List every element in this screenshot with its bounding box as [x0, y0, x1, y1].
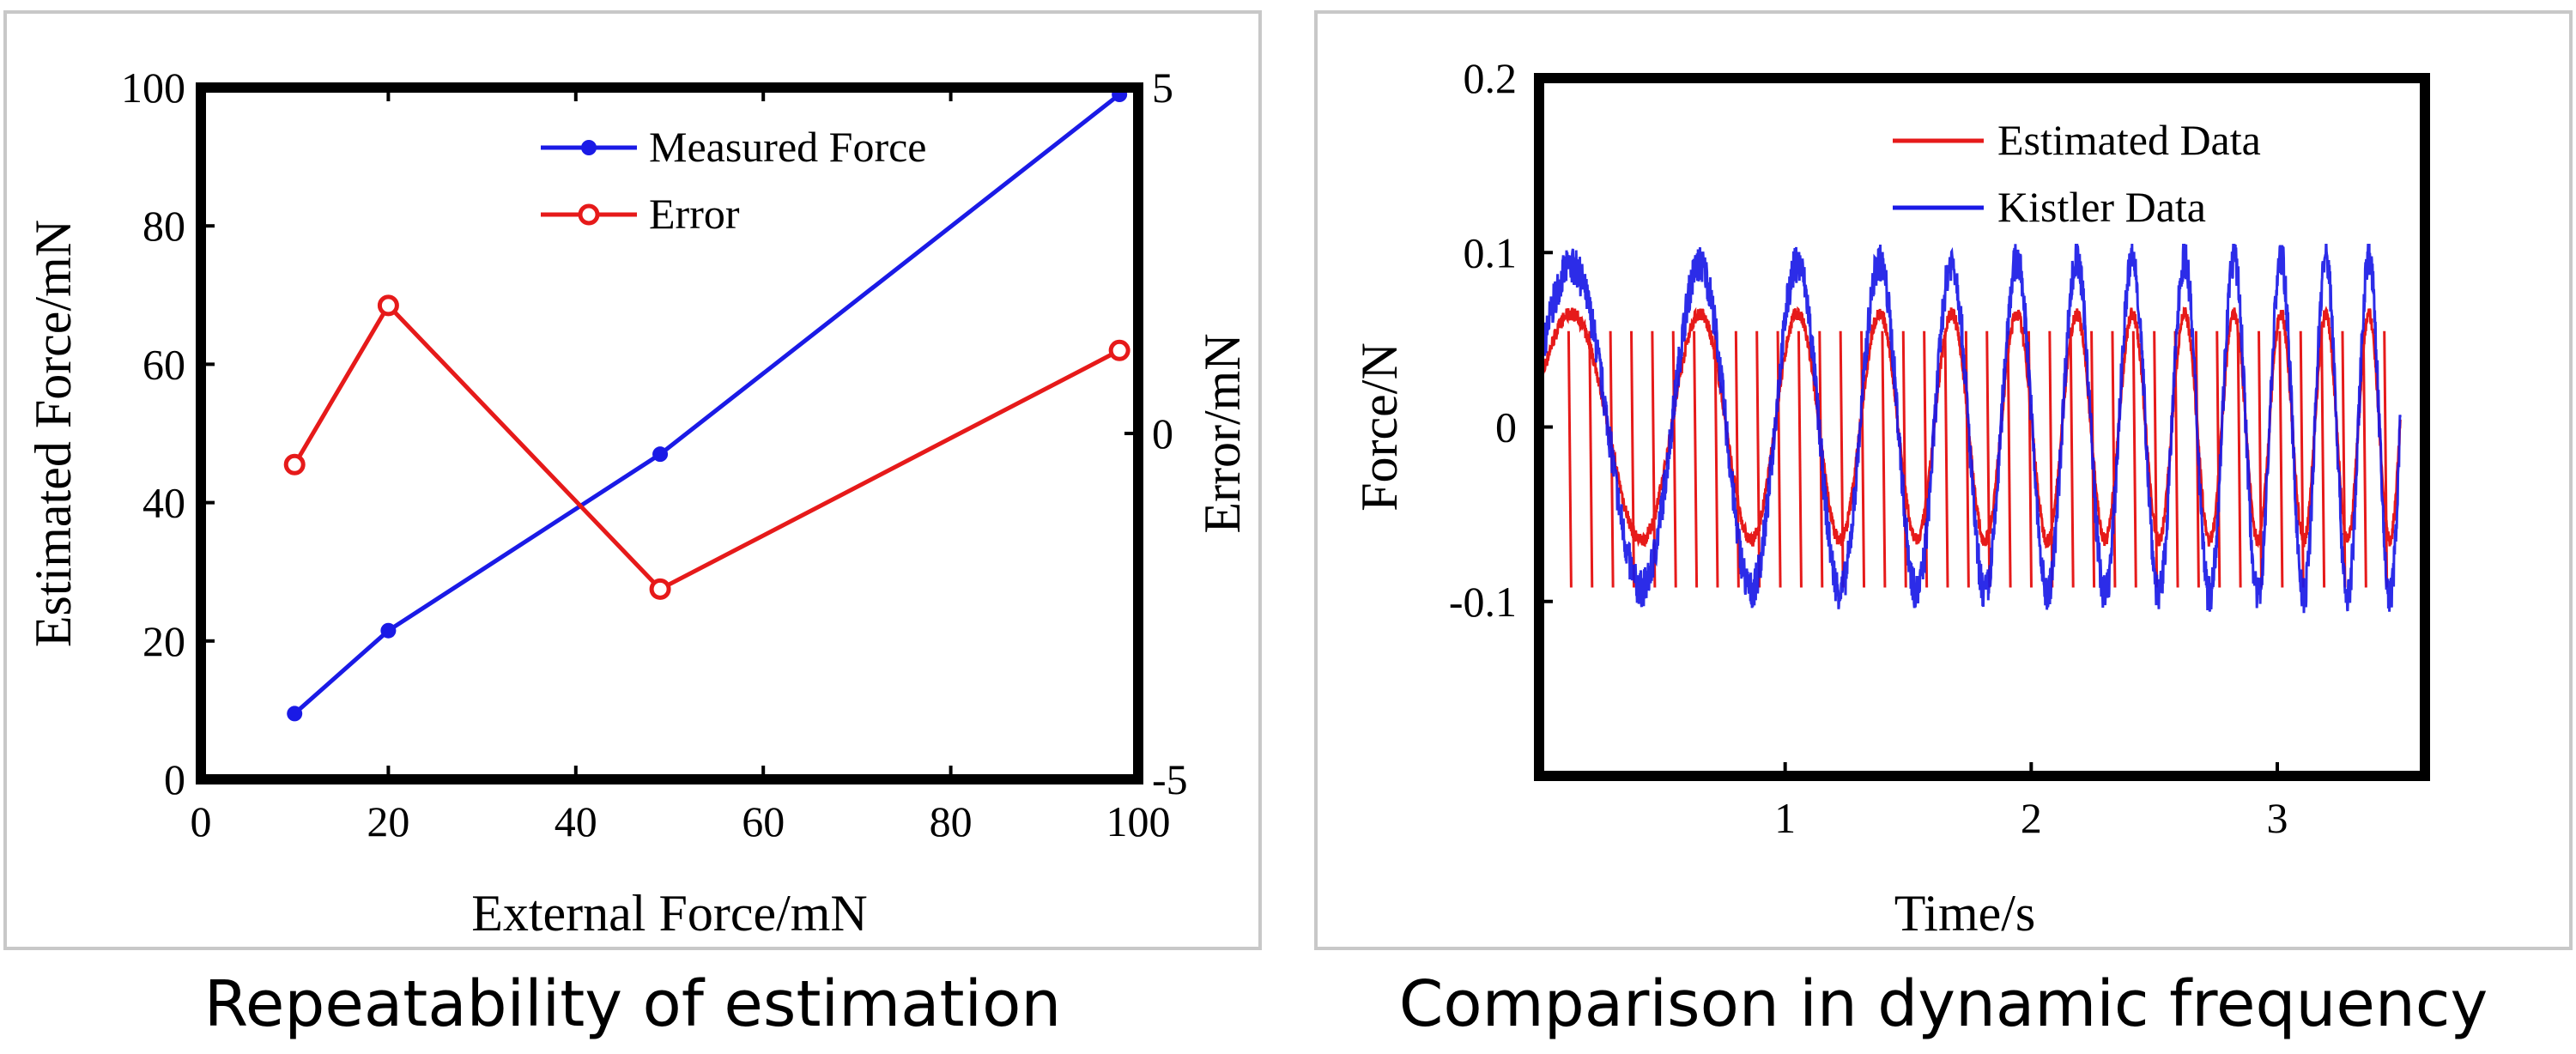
estimated-data-spike [2299, 330, 2305, 588]
y-axis-label: Force/N [1351, 342, 1408, 512]
x-tick-label: 60 [742, 797, 785, 845]
y2-axis-label: Error/mN [1194, 333, 1251, 533]
estimated-data-spike [1901, 330, 1907, 588]
estimated-data-spike [2383, 330, 2389, 588]
estimated-data-spike [2236, 330, 2242, 588]
estimated-data-spike [1567, 330, 1573, 588]
x-tick-label: 20 [367, 797, 409, 845]
x-tick-label: 0 [191, 797, 212, 845]
series-line-error [293, 301, 1121, 592]
y-tick-label: -0.1 [1449, 578, 1517, 626]
caption-dynamic: Comparison in dynamic frequency [1398, 967, 2488, 1041]
y-tick-label: 80 [142, 202, 185, 250]
estimated-data-spike [1588, 330, 1594, 588]
data-point-measured-force [652, 446, 669, 463]
y2-tick-label: 0 [1152, 409, 1173, 457]
y-tick-label: 0.2 [1464, 54, 1518, 102]
y-tick-label: 20 [142, 617, 185, 665]
y-tick-label: 0 [1495, 403, 1517, 451]
estimated-data-spike [1671, 330, 1677, 588]
dynamic-frequency-chart: 1 2 3 -0.1 0 0.1 0.2 Estimated Data Kistler Data… [1351, 54, 2430, 942]
y-tick-label: 100 [121, 64, 185, 112]
estimated-data-spike [2111, 330, 2117, 588]
y2-tick-label: -5 [1152, 755, 1188, 803]
estimated-data-spike [2006, 330, 2012, 588]
estimated-data-spike [1985, 330, 1991, 588]
estimated-data-spike [2361, 330, 2367, 588]
estimated-data-spike [2258, 330, 2263, 588]
y-tick-label: 60 [142, 340, 185, 388]
data-point-measured-force [380, 622, 397, 639]
legend-label-measured-force: Measured Force [649, 123, 927, 171]
x-tick-label: 80 [930, 797, 973, 845]
estimated-data-spike [1734, 330, 1740, 588]
y-tick-label: 0 [164, 755, 185, 803]
caption-repeatability: Repeatability of estimation [203, 967, 1062, 1041]
estimated-data-spike [2341, 330, 2347, 588]
legend-marker-error [578, 203, 600, 226]
x-axis-label: External Force/mN [471, 885, 868, 942]
estimated-data-spike [2215, 330, 2221, 588]
y-tick-label: 40 [142, 479, 185, 527]
series-line-measured-force [293, 93, 1121, 716]
x-tick-label: 3 [2267, 794, 2288, 842]
x-tick-label: 100 [1106, 797, 1171, 845]
legend-background [1881, 106, 2411, 244]
y-tick-label: 0.1 [1464, 228, 1518, 276]
legend-label-estimated-data: Estimated Data [1997, 116, 2261, 164]
legend-marker-measured-force [581, 140, 597, 155]
estimated-data-spike [1797, 330, 1803, 588]
estimated-data-spike [1943, 330, 1949, 588]
data-point-error [377, 294, 399, 317]
chart-panel-repeatability: 0 20 40 60 80 100 0 20 40 60 80 100 -5 0 5 Measured For… [3, 10, 1262, 950]
x-tick-label: 1 [1774, 794, 1796, 842]
estimated-data-spike [1776, 330, 1782, 588]
x-tick-label: 40 [555, 797, 597, 845]
series-line-kistler-data [1537, 239, 2402, 614]
data-point-error [649, 578, 671, 600]
y2-tick-label: 5 [1152, 64, 1173, 112]
estimated-data-spike [1881, 330, 1887, 588]
estimated-data-spike [1630, 330, 1635, 588]
estimated-data-spike [1964, 330, 1970, 588]
legend-label-error: Error [649, 190, 740, 238]
y-axis-label: Estimated Force/mN [25, 220, 82, 647]
chart-panel-dynamic: 1 2 3 -0.1 0 0.1 0.2 Estimated Data Kistler Data… [1314, 10, 2573, 950]
data-point-error [283, 453, 306, 476]
estimated-data-spike [1693, 330, 1699, 588]
x-axis-label: Time/s [1894, 885, 2036, 942]
x-tick-label: 2 [2021, 794, 2042, 842]
plot-frame [1534, 73, 2430, 781]
plot-frame [196, 82, 1143, 784]
estimated-data-spike [1755, 330, 1761, 588]
estimated-data-spike [2320, 330, 2326, 588]
estimated-data-spike [2153, 330, 2159, 588]
estimated-data-spike [2131, 330, 2137, 588]
estimated-data-spike [2048, 330, 2054, 588]
estimated-data-spike [1713, 330, 1719, 588]
data-point-error [1108, 339, 1130, 361]
legend-label-kistler-data: Kistler Data [1997, 183, 2206, 231]
estimated-data-spike [1839, 330, 1845, 588]
data-point-measured-force [287, 706, 303, 722]
estimated-data-spike [2278, 330, 2284, 588]
estimated-data-spike [2069, 330, 2075, 588]
